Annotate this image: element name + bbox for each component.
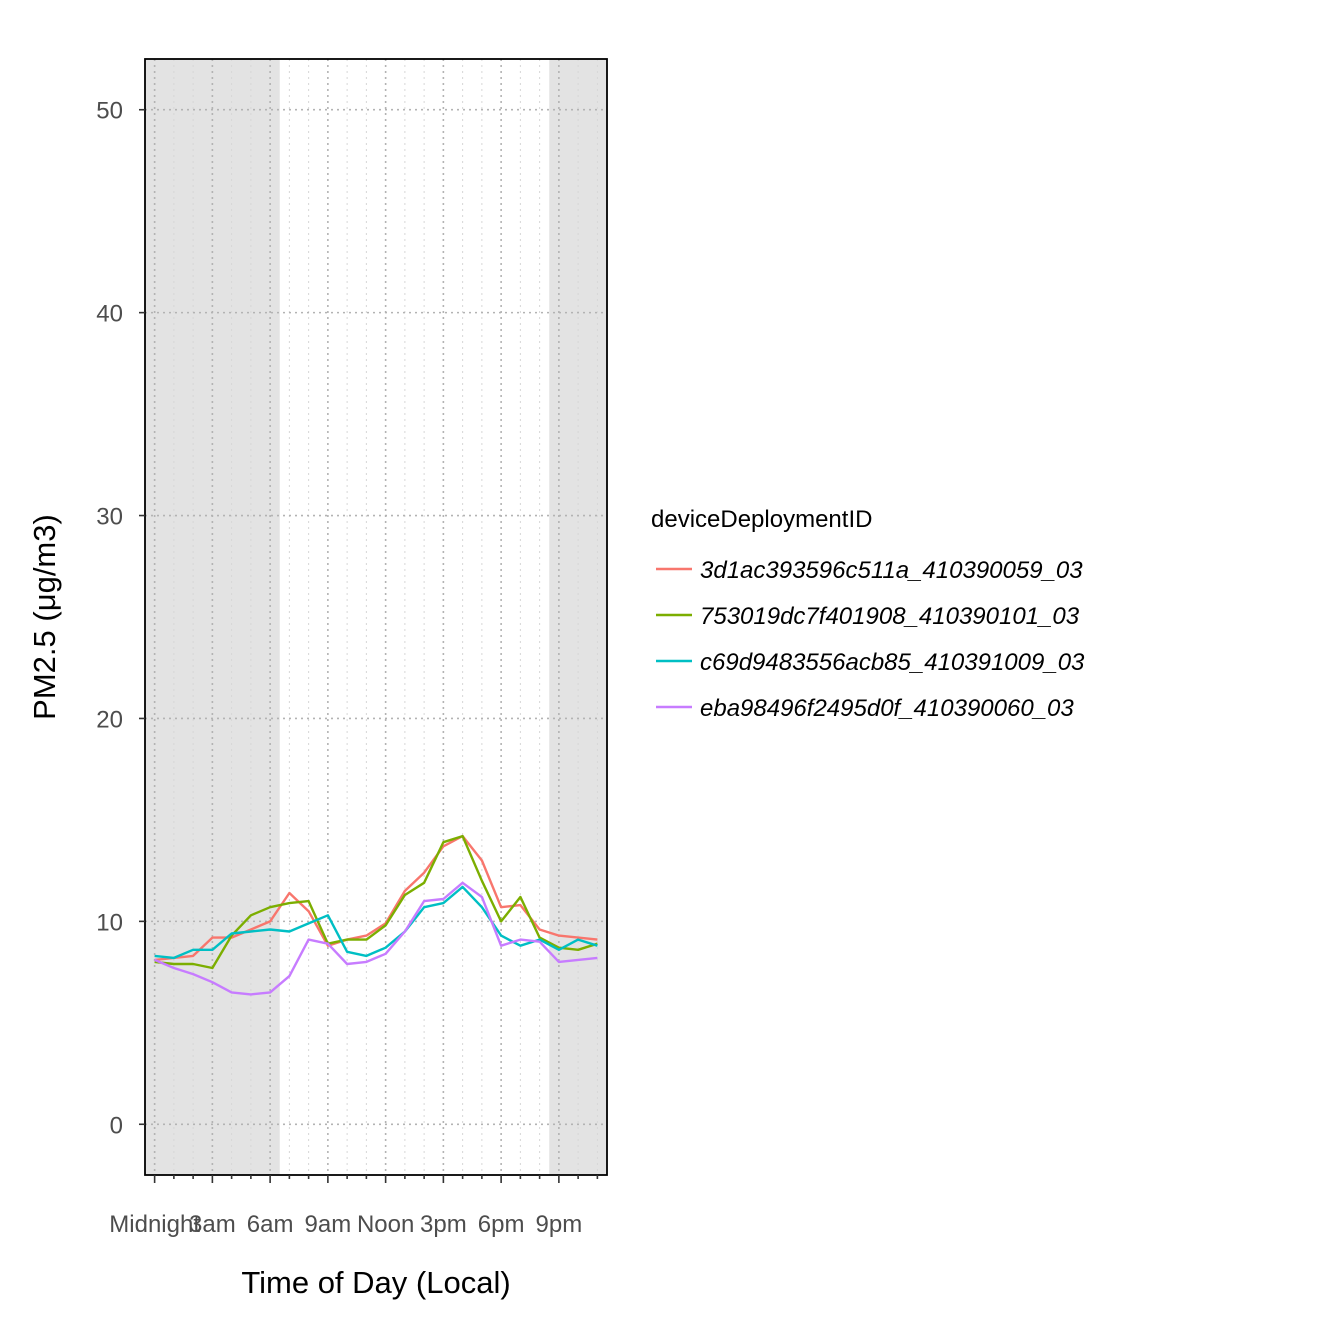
legend-label-4: eba98496f2495d0f_410390060_03 <box>700 695 1074 722</box>
x-tick-label: Noon <box>357 1211 414 1238</box>
y-tick-label: 0 <box>110 1112 123 1139</box>
legend-label-1: 3d1ac393596c511a_410390059_03 <box>700 557 1083 584</box>
x-tick-label: 6am <box>247 1211 294 1238</box>
y-tick-label: 50 <box>96 98 123 125</box>
legend-label-2: 753019dc7f401908_410390101_03 <box>700 603 1080 630</box>
y-tick-label: 40 <box>96 301 123 328</box>
legend-label-3: c69d9483556acb85_410391009_03 <box>700 649 1085 676</box>
x-tick-label: 3pm <box>420 1211 467 1238</box>
y-tick-label: 20 <box>96 706 123 733</box>
y-axis: 0 10 20 30 40 50 <box>96 98 145 1139</box>
plot-panel <box>144 58 608 1176</box>
y-axis-title: PM2.5 (μg/m3) <box>27 514 62 720</box>
x-tick-label: 9pm <box>536 1211 583 1238</box>
x-tick-label: 3am <box>189 1211 236 1238</box>
x-tick-label: 6pm <box>478 1211 525 1238</box>
gridlines <box>145 59 607 1175</box>
x-tick-label: 9am <box>305 1211 352 1238</box>
panel-border <box>144 58 608 1176</box>
y-tick-label: 10 <box>96 909 123 936</box>
legend-title: deviceDeploymentID <box>651 506 872 533</box>
series-lines <box>154 834 598 996</box>
legend: deviceDeploymentID 3d1ac393596c511a_4103… <box>651 506 1085 722</box>
series-line-4 <box>154 881 598 996</box>
series-line-2 <box>154 834 598 970</box>
y-tick-label: 30 <box>96 504 123 531</box>
x-axis-title: Time of Day (Local) <box>241 1265 510 1300</box>
night-shading <box>145 59 607 1175</box>
series-line-3 <box>154 885 598 960</box>
x-tick-label: Midnight <box>109 1211 200 1238</box>
